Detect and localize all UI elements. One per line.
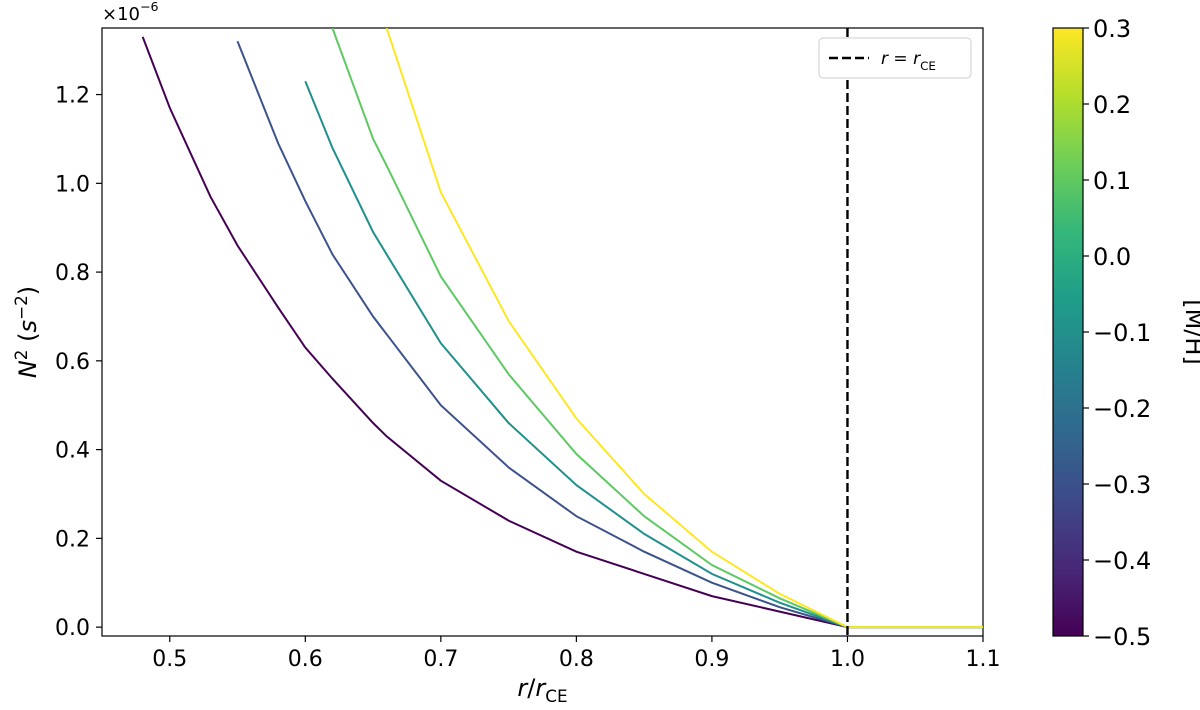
- y-tick-label: 0.2: [55, 527, 90, 552]
- colorbar-tick-label: −0.3: [1093, 471, 1151, 499]
- colorbar-tick-label: 0.1: [1093, 167, 1131, 195]
- y-axis-label: N2 (s−2): [11, 286, 42, 378]
- x-tick-label: 1.0: [830, 647, 865, 672]
- x-tick-label: 0.5: [152, 647, 187, 672]
- y-tick-label: 1.2: [55, 84, 90, 109]
- colorbar-tick-label: −0.4: [1093, 547, 1151, 575]
- y-tick-label: 1.0: [55, 172, 90, 197]
- legend-box: [818, 37, 972, 79]
- y-tick-label: 0.0: [55, 616, 90, 641]
- plot-frame: [101, 27, 984, 637]
- colorbar-tick-label: 0.3: [1093, 15, 1131, 43]
- colorbar-tick-label: −0.5: [1093, 623, 1151, 651]
- colorbar-tick-label: 0.2: [1093, 91, 1131, 119]
- x-tick-label: 0.9: [694, 647, 729, 672]
- colorbar-label: [M/H]: [1180, 299, 1200, 365]
- x-tick-label: 1.1: [966, 647, 1001, 672]
- x-tick-label: 0.8: [559, 647, 594, 672]
- x-tick-label: 0.6: [288, 647, 323, 672]
- colorbar-tick-label: 0.0: [1093, 243, 1131, 271]
- colorbar: 0.3 0.2 0.1 0.0 −0.1 −0.2 −0.3 −0.4 −0.5 [M/H]: [1052, 15, 1200, 651]
- colorbar-gradient: [1052, 27, 1084, 637]
- series-line-1: [236, 40, 983, 629]
- series-line-0: [141, 36, 983, 629]
- series-line-3: [331, 28, 983, 629]
- legend-label: r = rCE: [881, 49, 936, 73]
- y-tick-label: 0.8: [55, 261, 90, 286]
- series-line-2: [304, 80, 983, 629]
- series-line-4: [385, 28, 983, 629]
- y-tick-label: 0.4: [55, 439, 90, 464]
- x-tick-label: 0.7: [423, 647, 458, 672]
- legend: r = rCE: [818, 37, 972, 79]
- series-lines: [141, 28, 983, 636]
- x-axis-label: r/rCE: [517, 674, 567, 706]
- y-offset-label: ×10−6: [102, 0, 159, 25]
- colorbar-tick-label: −0.2: [1093, 395, 1151, 423]
- axes: 0.5 0.6 0.7 0.8 0.9 1.0 1.1 0.0 0.2 0.4 0.6 0.8 1.0 1…: [11, 0, 1001, 706]
- colorbar-tick-label: −0.1: [1093, 319, 1151, 347]
- y-tick-label: 0.6: [55, 350, 90, 375]
